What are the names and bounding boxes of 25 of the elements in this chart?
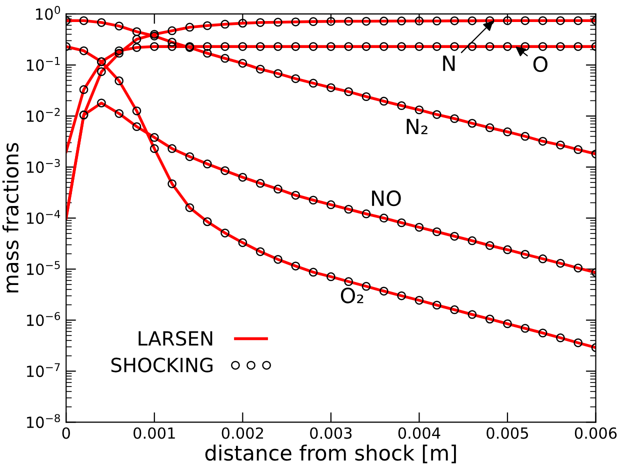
x-tick-label: 0: [62, 427, 70, 439]
x-tick-label: 0.004: [398, 427, 440, 439]
y-tick-label: 10$^{−6}$: [27, 312, 60, 326]
y-tick-label: 10$^{−1}$: [27, 57, 60, 71]
y-tick-label: 10$^{−7}$: [27, 363, 60, 378]
y-tick-label: 10$^{−4}$: [27, 210, 60, 224]
y-tick-label: 10$^{0}$: [36, 6, 60, 20]
y-tick-label: 10$^{−2}$: [27, 108, 60, 122]
x-tick-label: 0.002: [222, 427, 264, 439]
annotation: O₂: [340, 288, 364, 304]
x-tick-label: 0.003: [310, 427, 352, 439]
legend-label: LARSEN: [138, 331, 212, 346]
y-tick-label: 10$^{−8}$: [27, 414, 60, 428]
x-axis-title: distance from shock [m]: [205, 444, 456, 464]
y-tick-label: 10$^{−3}$: [27, 158, 60, 173]
y-tick-label: 10$^{−5}$: [27, 261, 60, 276]
legend-label: SHOCKING: [111, 358, 212, 372]
annotation: NO: [372, 190, 401, 206]
annotation: O: [533, 56, 548, 72]
x-tick-label: 0.005: [486, 427, 528, 439]
x-tick-label: 0.006: [574, 427, 617, 439]
annotation: N₂: [406, 118, 428, 134]
y-axis-title: mass fractions: [2, 142, 19, 292]
x-tick-label: 0.001: [134, 427, 175, 439]
annotation: N: [443, 56, 455, 71]
